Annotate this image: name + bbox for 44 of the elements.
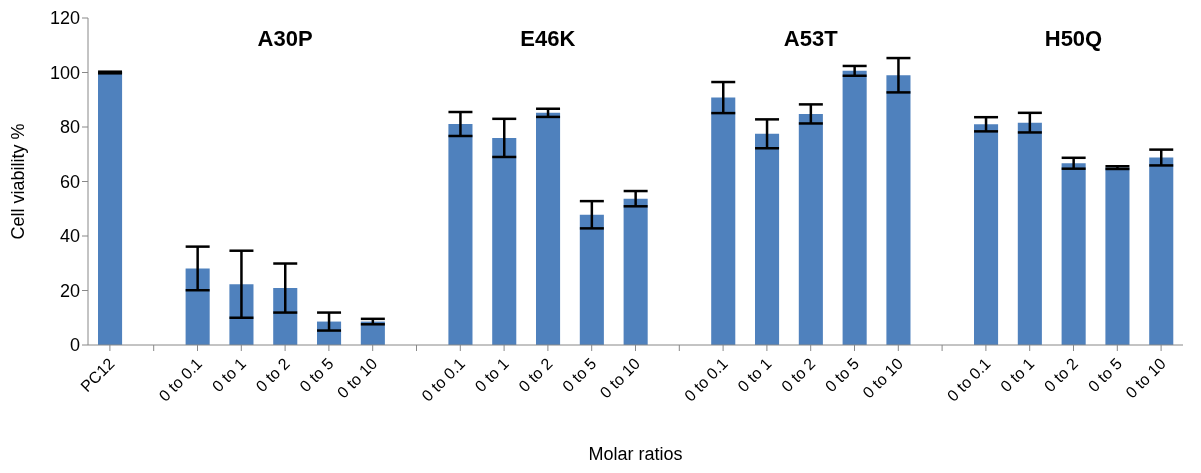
y-axis-title: Cell viability %: [8, 123, 29, 240]
bar: [798, 113, 823, 345]
bar: [229, 284, 254, 345]
bar: [185, 268, 210, 345]
x-tick-label: 0 to 1: [734, 354, 775, 396]
annotation: E46K: [519, 26, 577, 52]
bar: [448, 124, 473, 345]
x-tick-label: 0 to 2: [252, 354, 293, 396]
bar: [273, 288, 298, 345]
y-tick-label: 60: [59, 171, 80, 192]
bar: [711, 97, 736, 345]
y-tick-label: 40: [59, 226, 80, 247]
bar: [755, 133, 780, 345]
x-tick-label: 0 to 0.1: [943, 354, 994, 405]
bar: [1105, 167, 1130, 345]
y-tick-label: 100: [49, 62, 80, 83]
x-tick-label: 0 to 0.1: [418, 354, 469, 405]
x-tick-label: 0 to 1: [208, 354, 250, 396]
x-tick-label: 0 to 0.1: [155, 354, 206, 405]
annotation: A53T: [782, 26, 839, 52]
y-tick-label: 0: [69, 335, 80, 356]
bar: [1149, 157, 1174, 345]
bar: [536, 112, 561, 345]
bar: [886, 75, 911, 345]
x-tick-label: 0 to 0.1: [681, 354, 731, 405]
x-tick-label: 0 to 2: [778, 354, 819, 396]
bar: [1017, 122, 1042, 345]
bar: [579, 214, 604, 345]
bar: [974, 124, 999, 345]
x-axis-title: Molar ratios: [588, 444, 683, 464]
x-tick-label: 0 to 1: [471, 354, 512, 396]
bar: [492, 137, 517, 345]
bar: [98, 72, 123, 345]
bar: [1061, 163, 1086, 345]
y-tick-label: 80: [59, 117, 80, 138]
x-tick-label: 0 to 2: [515, 354, 556, 396]
bar: [842, 70, 867, 345]
annotation: H50Q: [1043, 26, 1104, 52]
x-tick-label: 0 to 2: [1040, 354, 1082, 396]
y-tick-label: 20: [59, 280, 80, 301]
y-tick-label: 120: [49, 8, 80, 29]
bar: [623, 198, 648, 345]
annotation: A30P: [256, 26, 314, 52]
x-tick-label: 0 to 1: [997, 354, 1038, 396]
